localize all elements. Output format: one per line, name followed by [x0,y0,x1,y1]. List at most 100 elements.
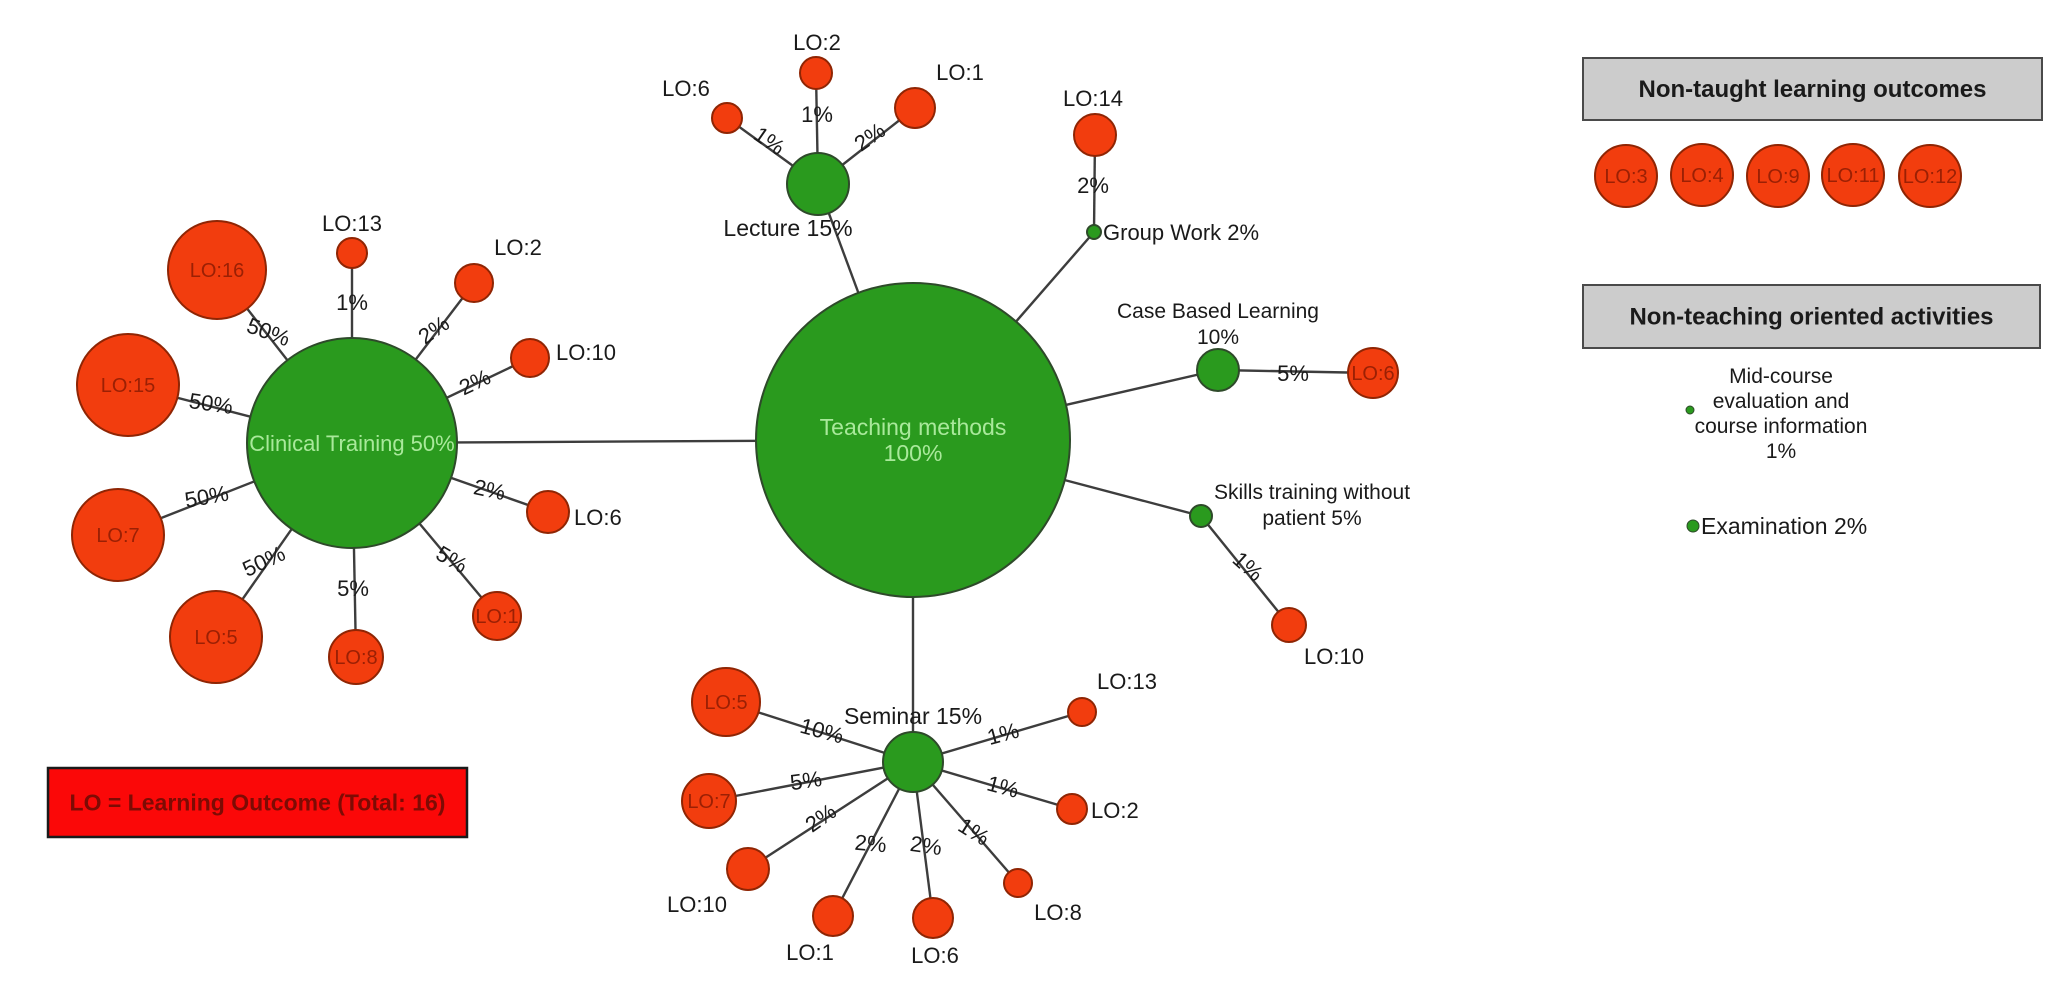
lecture-circle [786,152,850,216]
case-based-learning-circle [1196,348,1240,392]
seminar-lo7-label: LO:7 [687,791,730,813]
edge-percent-label: 1% [749,121,789,160]
skills-lo10-label: LO:10 [1304,644,1364,669]
edge-percent-label: 1% [954,813,994,851]
clinical-lo13-circle [336,237,368,269]
non-teaching-title: Non-teaching oriented activities [1629,304,1993,331]
seminar-label: Seminar 15% [844,703,982,729]
lecture-lo6-label: LO:6 [662,76,710,101]
edge-percent-label: 2% [455,364,494,400]
seminar-lo13-label: LO:13 [1097,669,1157,694]
edge-line [708,760,914,803]
edge-percent-label: 2% [471,474,507,505]
case-lo6-label: LO:6 [1351,363,1394,385]
non-taught-circle-label-0: LO:3 [1604,166,1647,188]
edge-percent-label: 50% [244,313,294,352]
clinical-lo15-circle [76,333,180,437]
seminar-lo2-label: LO:2 [1091,798,1139,823]
edge-percent-label: 2% [850,117,890,156]
seminar-lo10-circle [726,847,770,891]
edge-line [1200,515,1290,626]
lecture-lo6-circle [711,102,743,134]
group-work-label: Group Work 2% [1103,220,1259,245]
edge-percent-label: 10% [797,713,846,749]
non-taught-circle-0 [1594,144,1658,208]
mid-course-evaluation-label: Mid-course evaluation and course informati… [1695,365,1868,463]
group-work-circle [1086,224,1102,240]
edge-percent-label: 2% [854,830,888,858]
skills-lo10-circle [1271,607,1307,643]
edge-percent-label: 50% [239,541,289,582]
case-lo6-circle [1347,347,1399,399]
clinical-lo8-label: LO:8 [334,647,377,669]
non-taught-circle-label-2: LO:9 [1756,166,1799,188]
clinical-lo1-circle [472,591,522,641]
non-taught-panel: Non-taught learning outcomes LO:3 LO:4 LO:9… [1582,57,2043,208]
clinical-lo10-circle [510,338,550,378]
edge-percent-label: 5% [1277,361,1309,386]
teaching-methods-circle [755,282,1071,598]
case-based-learning-label: Case Based Learning 10% [1117,300,1319,349]
edge-percent-label: 2% [909,831,944,860]
clinical-lo7-circle [71,488,165,582]
edge-percent-label: 1% [801,102,833,127]
outcome-nodes-layer: LO:6 LO:2 LO:1 LO:14 LO:6 LO:10 LO:16 LO:13 LO:2… [71,30,1399,968]
seminar-lo2-circle [1056,793,1088,825]
edge-line [747,760,914,871]
non-taught-circle-label-3: LO:11 [1827,165,1880,187]
non-teaching-panel: Non-teaching oriented activities Mid-cour… [1582,284,2041,539]
clinical-lo2-label: LO:2 [494,235,542,260]
seminar-lo10-label: LO:10 [667,892,727,917]
clinical-lo1-label: LO:1 [475,606,518,628]
edge-percent-label: 2% [1077,173,1109,198]
clinical-lo2-circle [454,263,494,303]
examination-dot [1686,519,1700,533]
non-taught-circle-label-4: LO:12 [1903,166,1957,188]
seminar-lo6-label: LO:6 [911,943,959,968]
clinical-lo15-label: LO:15 [101,375,155,397]
examination-label: Examination 2% [1701,513,1867,539]
clinical-lo6-circle [526,490,570,534]
seminar-lo1-circle [812,895,854,937]
non-taught-title: Non-taught learning outcomes [1639,76,1987,103]
non-taught-circle-3 [1821,143,1885,207]
seminar-lo6-circle [912,897,954,939]
non-taught-header-box [1582,57,2043,121]
legend-text: LO = Learning Outcome (Total: 16) [70,790,446,816]
seminar-lo8-label: LO:8 [1034,900,1082,925]
skills-training-without-patient-circle [1189,504,1213,528]
edge-percent-label: 50% [187,388,234,419]
non-teaching-header-box [1582,284,2041,349]
lecture-lo1-label: LO:1 [936,60,984,85]
non-taught-circle-4 [1898,144,1962,208]
seminar-lo13-circle [1067,697,1097,727]
clinical-lo16-circle [167,220,267,320]
seminar-lo7-circle [681,773,737,829]
edge-percent-label: 5% [788,766,823,795]
edge-percent-label: 5% [337,576,369,601]
clinical-lo7-label: LO:7 [96,525,139,547]
legend: LO = Learning Outcome (Total: 16) [46,766,469,839]
clinical-training-label: Clinical Training 50% [249,431,454,456]
lecture-lo1-circle [894,87,936,129]
clinical-lo6-label: LO:6 [574,505,622,530]
edge-percent-label: 50% [183,480,231,512]
legend-box [46,766,469,839]
clinical-lo13-label: LO:13 [322,211,382,236]
edge-percent-label: 1% [984,718,1021,750]
mid-course-evaluation-dot [1685,405,1695,415]
seminar-lo5-label: LO:5 [704,692,747,714]
groupwork-lo14-circle [1073,113,1117,157]
lecture-label: Lecture 15% [723,215,852,241]
groupwork-lo14-label: LO:14 [1063,86,1123,111]
method-nodes-layer: Teaching methods 100% Clinical Training 50… [246,152,1410,793]
edge-percent-label: 1% [984,771,1021,803]
non-taught-circle-1 [1670,143,1734,207]
edge-percent-label: 1% [336,290,368,315]
teaching-methods-label: Teaching methods 100% [820,414,1007,466]
clinical-lo5-label: LO:5 [194,627,237,649]
seminar-circle [882,731,944,793]
skills-training-without-patient-label: Skills training without patient 5% [1214,481,1410,530]
